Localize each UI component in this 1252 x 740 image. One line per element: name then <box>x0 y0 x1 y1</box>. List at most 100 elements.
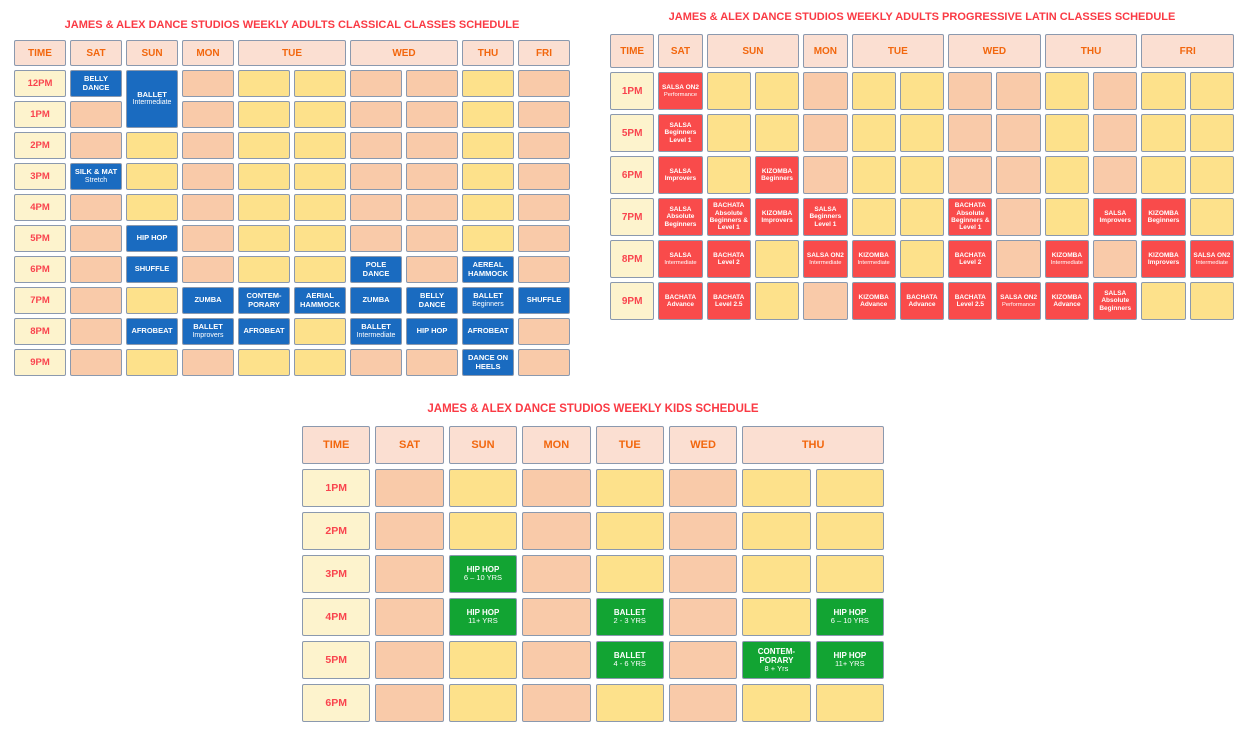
slot-6pm-tue-a <box>851 156 896 194</box>
time-header-cell: TIME <box>14 40 66 66</box>
class-title: AEREAL HAMMOCK <box>468 259 508 278</box>
slot-1pm-sun <box>448 469 518 507</box>
time-cell-5pm: 5PM <box>302 641 371 679</box>
slot-4pm-mon <box>522 598 591 636</box>
slot-7pm-fri-b <box>1189 198 1234 236</box>
class-cell-8pm-mon: SALSA ON2 Intermediate <box>803 240 848 278</box>
slot-3pm-sun <box>126 163 178 190</box>
class-title: HIP HOP <box>833 651 867 661</box>
day-header-thu: THU <box>462 40 514 66</box>
time-cell-12pm: 12PM <box>14 70 66 97</box>
class-title: BELLY DANCE <box>418 290 446 309</box>
slot-2pm-mon <box>522 512 591 550</box>
class-cell-9pm-thu-a: KIZOMBA Advance <box>1044 282 1090 320</box>
class-title: SALSA Beginners Level 1 <box>664 121 697 144</box>
day-header-sat: SAT <box>70 40 122 66</box>
class-subtitle: Intermediate <box>857 259 890 266</box>
class-cell-7pm-sat: SALSA Absolute Beginners <box>658 198 703 236</box>
time-cell-8pm: 8PM <box>610 240 655 278</box>
class-cell-8pm-thu-a: KIZOMBA Intermediate <box>1044 240 1090 278</box>
day-header-wed: WED <box>668 426 738 464</box>
class-cell-5pm-sun: HIP HOP <box>126 225 178 252</box>
time-cell-3pm: 3PM <box>14 163 66 190</box>
day-header-thu: THU <box>1044 34 1138 68</box>
slot-2pm-sat <box>375 512 444 550</box>
class-cell-6pm-thu: AEREAL HAMMOCK <box>462 256 514 283</box>
class-title: BALLET <box>613 608 646 618</box>
class-title: BACHATA Level 2.5 <box>713 293 745 308</box>
classical-schedule-title: JAMES & ALEX DANCE STUDIOS WEEKLY ADULTS… <box>64 19 520 31</box>
slot-9pm-mon <box>182 349 234 376</box>
slot-3pm-thu <box>462 163 514 190</box>
slot-8pm-thu-b <box>1093 240 1138 278</box>
slot-6pm-tue-b <box>294 256 346 283</box>
slot-1pm-sat <box>70 101 122 128</box>
slot-7pm-tue-b <box>899 198 945 236</box>
slot-6pm-wed-b <box>406 256 458 283</box>
class-title: BALLET <box>193 322 223 332</box>
slot-3pm-thu-a <box>742 555 811 593</box>
slot-5pm-thu <box>462 225 514 252</box>
slot-7pm-sun <box>126 287 178 314</box>
day-header-mon: MON <box>182 40 234 66</box>
class-subtitle: 6 – 10 YRS <box>463 573 503 583</box>
slot-9pm-tue-b <box>294 349 346 376</box>
classical-schedule-grid: TIME SAT SUN MON TUE WED THU FRI 12PM BELLY DANCE… <box>14 40 570 376</box>
slot-3pm-tue-b <box>294 163 346 190</box>
time-cell-1pm: 1PM <box>14 101 66 128</box>
slot-4pm-sat <box>375 598 444 636</box>
class-title: POLE DANCE <box>362 259 390 278</box>
class-cell-9pm-sun-a: BACHATA Level 2.5 <box>706 282 751 320</box>
time-cell-9pm: 9PM <box>14 349 66 376</box>
slot-5pm-thu-b <box>1093 114 1138 152</box>
time-cell-4pm: 4PM <box>14 194 66 221</box>
slot-2pm-tue-a <box>238 132 290 159</box>
slot-2pm-sun <box>126 132 178 159</box>
class-cell-3pm-sun: HIP HOP 6 – 10 YRS <box>448 555 518 593</box>
class-cell-8pm-mon: BALLET Improvers <box>182 318 234 345</box>
latin-schedule-grid: TIME SAT SUN MON TUE WED THU FRI 1PM SALSA ON2 Per… <box>610 34 1234 320</box>
class-cell-5pm-thu-b: HIP HOP 11+ YRS <box>815 641 884 679</box>
class-cell-9pm-thu-b: SALSA Absolute Beginners <box>1093 282 1138 320</box>
slot-6pm-mon <box>182 256 234 283</box>
class-title: DANCE ON HEELS <box>467 352 508 371</box>
slot-5pm-mon <box>522 641 591 679</box>
class-subtitle: 6 – 10 YRS <box>830 616 869 626</box>
slot-6pm-thu-a <box>742 684 811 722</box>
slot-1pm-thu-b <box>1093 72 1138 110</box>
slot-1pm-fri <box>518 101 570 128</box>
class-title: SALSA ON2 <box>1000 294 1038 302</box>
slot-9pm-sun <box>126 349 178 376</box>
class-subtitle: Performance <box>663 91 698 98</box>
slot-3pm-mon <box>182 163 234 190</box>
slot-6pm-tue <box>595 684 664 722</box>
slot-6pm-wed <box>668 684 738 722</box>
slot-1pm-mon <box>522 469 591 507</box>
day-header-wed: WED <box>350 40 458 66</box>
slot-2pm-tue-b <box>294 132 346 159</box>
class-subtitle: Beginners <box>472 300 504 308</box>
slot-2pm-sun <box>448 512 518 550</box>
slot-5pm-sat <box>70 225 122 252</box>
class-subtitle: Intermediate <box>1050 259 1084 266</box>
slot-5pm-fri-b <box>1189 114 1234 152</box>
class-title: SILK & MAT <box>74 167 118 177</box>
class-title: SALSA ON2 <box>1193 252 1231 260</box>
slot-1pm-wed-b <box>406 101 458 128</box>
slot-3pm-sat <box>375 555 444 593</box>
slot-7pm-wed-b <box>996 198 1041 236</box>
class-subtitle: Intermediate <box>809 259 842 266</box>
kids-schedule: JAMES & ALEX DANCE STUDIOS WEEKLY KIDS S… <box>302 398 884 722</box>
slot-5pm-fri <box>518 225 570 252</box>
kids-schedule-grid: TIME SAT SUN MON TUE WED THU 1PM 2PM 3PM HIP HOP 6 … <box>302 426 884 722</box>
slot-2pm-wed-a <box>350 132 402 159</box>
class-title: HIP HOP <box>416 326 448 336</box>
slot-6pm-tue-b <box>899 156 945 194</box>
time-cell-2pm: 2PM <box>14 132 66 159</box>
class-cell-8pm-fri-b: SALSA ON2 Intermediate <box>1189 240 1234 278</box>
class-subtitle: 11+ YRS <box>468 616 498 626</box>
slot-5pm-fri-a <box>1141 114 1186 152</box>
slot-2pm-fri <box>518 132 570 159</box>
class-title: CONTEM-PORARY <box>757 646 796 665</box>
slot-6pm-sat <box>70 256 122 283</box>
